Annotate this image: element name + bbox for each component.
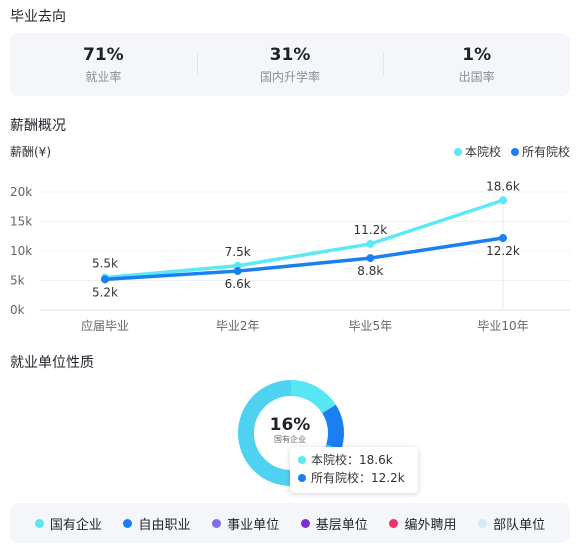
salary-legend: 本院校 所有院校 [453, 143, 570, 160]
y-tick-label: 20k [10, 185, 32, 199]
salary-title: 薪酬概况 [10, 118, 66, 134]
employer-title: 就业单位性质 [10, 355, 94, 371]
y-tick-label: 0k [10, 303, 25, 317]
legend-item-freelance[interactable]: 自由职业 [123, 514, 190, 533]
chart-tooltip: 本院校：18.6k 所有院校：12.2k [290, 447, 418, 493]
legend-label: 国有企业 [49, 517, 102, 533]
data-label: 7.5k [225, 245, 251, 259]
data-label: 11.2k [353, 223, 387, 237]
stat-employment: 71% 就业率 [10, 33, 197, 96]
stat-value: 31% [269, 44, 311, 65]
graduation-title: 毕业去向 [10, 9, 66, 25]
legend-label: 自由职业 [138, 517, 191, 533]
legend-label: 基层单位 [315, 517, 368, 533]
legend-item-military[interactable]: 部队单位 [478, 514, 545, 533]
legend-dot [123, 518, 133, 528]
x-tick-label: 毕业2年 [216, 319, 260, 333]
legend-item-this-school[interactable]: 本院校 [453, 143, 501, 160]
legend-label: 所有院校 [521, 145, 570, 159]
legend-dot [34, 518, 44, 528]
legend-dot [212, 518, 222, 528]
x-tick-label: 应届毕业 [81, 318, 129, 333]
stat-label: 出国率 [458, 69, 495, 84]
series-line [103, 198, 505, 280]
stat-label: 国内升学率 [260, 69, 321, 84]
employer-legend: 国有企业 自由职业 事业单位 基层单位 编外聘用 部队单位 [10, 503, 570, 543]
legend-item-public-institution[interactable]: 事业单位 [212, 514, 279, 533]
tooltip-row-all-schools: 所有院校：12.2k [298, 469, 410, 487]
stat-abroad: 1% 出国率 [383, 33, 570, 96]
legend-dot [478, 518, 488, 528]
stat-further-study: 31% 国内升学率 [196, 33, 384, 96]
data-label: 12.2k [486, 244, 520, 258]
legend-label: 本院校 [464, 145, 501, 159]
tooltip-row-this-school: 本院校：18.6k [298, 451, 410, 469]
series-point [366, 254, 375, 263]
stat-value: 1% [462, 44, 492, 65]
series-point [499, 234, 507, 243]
series-point [101, 275, 109, 284]
donut-center-value: 16% [269, 415, 311, 435]
graduation-stats-card: 71% 就业率 31% 国内升学率 1% 出国率 [10, 33, 570, 96]
donut-slice[interactable] [238, 380, 344, 486]
y-tick-label: 15k [10, 215, 32, 229]
series-point [366, 239, 375, 248]
legend-label: 事业单位 [227, 517, 280, 533]
legend-item-all-schools[interactable]: 所有院校 [510, 143, 570, 160]
data-label: 6.6k [225, 277, 251, 291]
series-line [103, 236, 505, 282]
donut-center-label: 国有企业 [274, 435, 306, 444]
legend-dot [389, 518, 399, 528]
y-tick-label: 5k [10, 274, 25, 288]
series-point [233, 267, 242, 276]
tooltip-dot [298, 474, 306, 482]
tooltip-text: 本院校：18.6k [311, 453, 393, 467]
stat-value: 71% [82, 44, 124, 65]
y-tick-label: 10k [10, 244, 32, 258]
salary-y-axis-label: 薪酬(¥) [10, 145, 51, 159]
legend-item-contract-hire[interactable]: 编外聘用 [389, 514, 456, 533]
data-label: 18.6k [486, 179, 520, 193]
x-tick-label: 毕业10年 [477, 319, 528, 333]
salary-line-chart[interactable]: 0k 5k 10k 15k 20k 应届毕业 毕业2年 毕业5年 毕业10年 5.5k 7.5k 11… [0, 170, 578, 340]
series-point [499, 196, 507, 205]
data-label: 5.5k [92, 257, 118, 271]
legend-dot [300, 518, 310, 528]
x-tick-label: 毕业5年 [349, 319, 393, 333]
legend-dot [510, 147, 519, 156]
legend-label: 编外聘用 [404, 517, 457, 533]
tooltip-dot [298, 456, 306, 464]
legend-item-grassroots[interactable]: 基层单位 [300, 514, 368, 533]
legend-dot [453, 147, 462, 156]
donut-center: 16% 国有企业 [260, 415, 320, 445]
legend-label: 部队单位 [493, 517, 546, 533]
legend-item-state-owned[interactable]: 国有企业 [34, 514, 102, 533]
data-label: 8.8k [357, 264, 383, 278]
tooltip-text: 所有院校：12.2k [311, 471, 405, 485]
stat-label: 就业率 [85, 69, 122, 84]
data-label: 5.2k [92, 285, 118, 299]
